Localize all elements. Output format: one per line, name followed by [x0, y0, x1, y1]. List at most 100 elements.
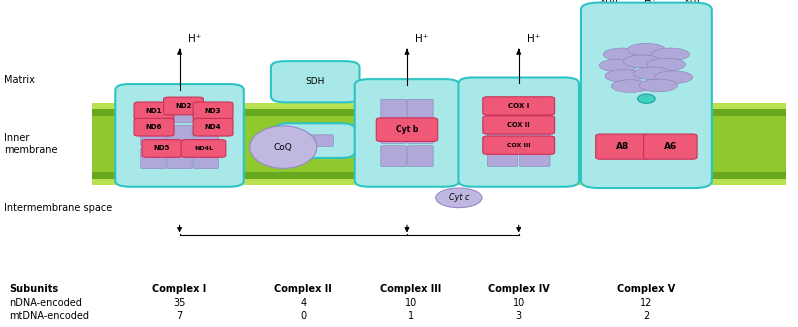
Text: ND1: ND1 — [146, 108, 162, 114]
Text: 2: 2 — [643, 311, 650, 321]
FancyBboxPatch shape — [483, 136, 555, 154]
Bar — [92, 103, 786, 116]
Text: A6: A6 — [664, 142, 677, 151]
FancyBboxPatch shape — [595, 134, 650, 159]
Text: Cyt c: Cyt c — [448, 193, 469, 202]
FancyBboxPatch shape — [134, 102, 174, 120]
Bar — [92, 172, 786, 185]
FancyBboxPatch shape — [483, 97, 555, 115]
Text: nDNA-encoded: nDNA-encoded — [10, 299, 82, 308]
FancyBboxPatch shape — [271, 61, 359, 102]
Text: 0: 0 — [300, 311, 306, 321]
FancyBboxPatch shape — [193, 102, 233, 120]
Text: 12: 12 — [640, 299, 653, 308]
Text: 4: 4 — [300, 299, 306, 308]
Ellipse shape — [647, 58, 685, 71]
Ellipse shape — [639, 79, 678, 92]
Text: ATP: ATP — [684, 0, 700, 8]
Ellipse shape — [654, 71, 693, 83]
Text: mtDNA-encoded: mtDNA-encoded — [10, 311, 89, 321]
FancyBboxPatch shape — [519, 98, 550, 119]
FancyBboxPatch shape — [519, 145, 550, 166]
FancyBboxPatch shape — [408, 123, 433, 143]
FancyBboxPatch shape — [488, 98, 518, 119]
FancyBboxPatch shape — [297, 135, 315, 146]
FancyBboxPatch shape — [140, 148, 166, 168]
Bar — [92, 103, 786, 185]
Text: COX III: COX III — [507, 143, 531, 148]
Text: Complex IV: Complex IV — [488, 284, 550, 294]
Text: Inner
membrane: Inner membrane — [4, 133, 57, 155]
Ellipse shape — [605, 70, 643, 82]
Text: Complex I: Complex I — [152, 284, 207, 294]
Bar — [92, 103, 786, 109]
Text: H⁺: H⁺ — [527, 34, 540, 44]
FancyBboxPatch shape — [134, 118, 174, 136]
FancyBboxPatch shape — [167, 102, 192, 123]
Ellipse shape — [603, 48, 642, 61]
FancyBboxPatch shape — [164, 97, 203, 115]
FancyBboxPatch shape — [167, 125, 192, 146]
FancyBboxPatch shape — [483, 116, 555, 134]
Text: ND2: ND2 — [176, 103, 192, 109]
FancyBboxPatch shape — [193, 118, 233, 136]
Text: 1: 1 — [408, 311, 414, 321]
Text: 3: 3 — [516, 311, 522, 321]
FancyBboxPatch shape — [275, 123, 355, 158]
Text: COX I: COX I — [508, 103, 529, 109]
Ellipse shape — [634, 67, 672, 80]
FancyBboxPatch shape — [193, 102, 219, 123]
Text: 7: 7 — [176, 311, 183, 321]
Text: Intermembrane space: Intermembrane space — [4, 203, 113, 213]
Text: A8: A8 — [616, 142, 629, 151]
FancyBboxPatch shape — [381, 123, 406, 143]
Ellipse shape — [599, 59, 638, 72]
Text: COX II: COX II — [508, 122, 530, 128]
Text: Matrix: Matrix — [4, 75, 35, 85]
Text: ND6: ND6 — [146, 124, 162, 130]
FancyBboxPatch shape — [488, 122, 518, 143]
FancyBboxPatch shape — [115, 84, 244, 187]
Text: Cyt b: Cyt b — [396, 125, 418, 134]
FancyBboxPatch shape — [140, 125, 166, 146]
FancyBboxPatch shape — [377, 118, 437, 141]
Ellipse shape — [651, 48, 689, 61]
FancyBboxPatch shape — [519, 122, 550, 143]
Text: Complex III: Complex III — [381, 284, 441, 294]
FancyBboxPatch shape — [142, 140, 182, 157]
FancyBboxPatch shape — [181, 140, 226, 157]
FancyBboxPatch shape — [354, 79, 460, 187]
Text: 10: 10 — [405, 299, 417, 308]
Text: SDH: SDH — [306, 77, 325, 86]
FancyBboxPatch shape — [408, 99, 433, 120]
FancyBboxPatch shape — [140, 102, 166, 123]
Text: ND5: ND5 — [154, 146, 170, 151]
Text: ADP: ADP — [599, 0, 618, 8]
Text: ND4L: ND4L — [194, 146, 213, 151]
Ellipse shape — [611, 80, 650, 93]
FancyBboxPatch shape — [193, 148, 219, 168]
FancyBboxPatch shape — [315, 135, 334, 146]
FancyBboxPatch shape — [167, 148, 192, 168]
Text: CoQ: CoQ — [274, 143, 293, 152]
Text: ND3: ND3 — [205, 108, 221, 114]
Text: Subunits: Subunits — [10, 284, 59, 294]
Text: 35: 35 — [173, 299, 186, 308]
Text: Complex II: Complex II — [275, 284, 332, 294]
Text: H⁺: H⁺ — [188, 34, 201, 44]
Text: Complex V: Complex V — [618, 284, 675, 294]
FancyBboxPatch shape — [193, 125, 219, 146]
FancyBboxPatch shape — [581, 3, 712, 188]
Ellipse shape — [436, 188, 482, 208]
Bar — [92, 179, 786, 185]
Ellipse shape — [638, 94, 655, 103]
FancyBboxPatch shape — [381, 146, 406, 167]
Ellipse shape — [623, 55, 662, 68]
Text: H⁺: H⁺ — [644, 0, 657, 7]
FancyBboxPatch shape — [644, 134, 697, 159]
Text: H⁺: H⁺ — [415, 34, 429, 44]
Text: 10: 10 — [512, 299, 525, 308]
FancyBboxPatch shape — [488, 145, 518, 166]
Text: ND4: ND4 — [205, 124, 221, 130]
Ellipse shape — [627, 43, 666, 56]
